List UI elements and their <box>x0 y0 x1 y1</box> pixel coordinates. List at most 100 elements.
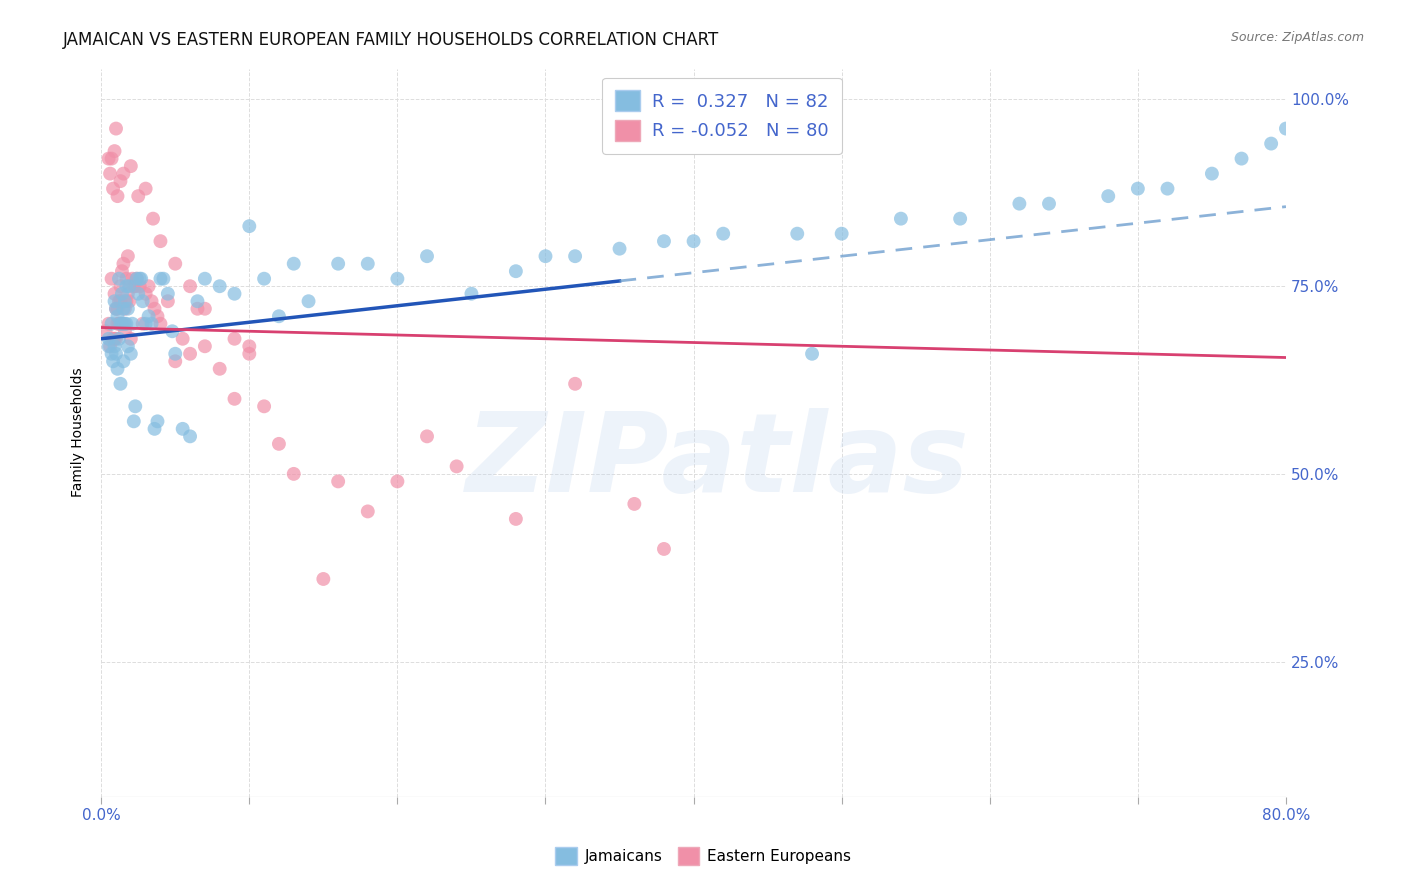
Point <box>97 152 120 166</box>
Point <box>156 286 179 301</box>
Point <box>179 429 201 443</box>
Point <box>97 339 120 353</box>
Point <box>118 294 141 309</box>
Point <box>446 459 468 474</box>
Point <box>108 317 131 331</box>
Text: Source: ZipAtlas.com: Source: ZipAtlas.com <box>1230 31 1364 45</box>
Point <box>100 271 122 285</box>
Point <box>623 497 645 511</box>
Point <box>1156 181 1178 195</box>
Point <box>110 376 132 391</box>
Point <box>128 279 150 293</box>
Point <box>135 286 157 301</box>
Point <box>564 249 586 263</box>
Point <box>146 310 169 324</box>
Point <box>125 271 148 285</box>
Point <box>224 286 246 301</box>
Point <box>117 339 139 353</box>
Point <box>142 211 165 226</box>
Point <box>101 181 124 195</box>
Point <box>108 294 131 309</box>
Point <box>117 301 139 316</box>
Point <box>149 317 172 331</box>
Point <box>1230 152 1253 166</box>
Point <box>110 174 132 188</box>
Point <box>609 242 631 256</box>
Point <box>105 121 128 136</box>
Point <box>208 361 231 376</box>
Point <box>156 294 179 309</box>
Point <box>114 294 136 309</box>
Point <box>101 332 124 346</box>
Point <box>238 347 260 361</box>
Point <box>143 422 166 436</box>
Y-axis label: Family Households: Family Households <box>72 368 86 498</box>
Text: JAMAICAN VS EASTERN EUROPEAN FAMILY HOUSEHOLDS CORRELATION CHART: JAMAICAN VS EASTERN EUROPEAN FAMILY HOUS… <box>63 31 720 49</box>
Point <box>97 317 120 331</box>
Point <box>652 541 675 556</box>
Point <box>682 234 704 248</box>
Point <box>127 286 149 301</box>
Point <box>283 257 305 271</box>
Point <box>131 294 153 309</box>
Point <box>100 347 122 361</box>
Point <box>162 324 184 338</box>
Point <box>112 317 135 331</box>
Point <box>101 354 124 368</box>
Point <box>117 249 139 263</box>
Point <box>652 234 675 248</box>
Point <box>105 332 128 346</box>
Point <box>149 271 172 285</box>
Point <box>98 339 121 353</box>
Point <box>107 301 129 316</box>
Point <box>1201 167 1223 181</box>
Point <box>98 167 121 181</box>
Point <box>267 310 290 324</box>
Point <box>121 271 143 285</box>
Point <box>110 317 132 331</box>
Point <box>194 339 217 353</box>
Point <box>146 414 169 428</box>
Point <box>124 400 146 414</box>
Point <box>110 294 132 309</box>
Point <box>1126 181 1149 195</box>
Point <box>253 271 276 285</box>
Point <box>115 271 138 285</box>
Point <box>949 211 972 226</box>
Point <box>117 286 139 301</box>
Point <box>505 264 527 278</box>
Point <box>100 152 122 166</box>
Point <box>122 279 145 293</box>
Point <box>118 279 141 293</box>
Point <box>105 301 128 316</box>
Point <box>114 301 136 316</box>
Point <box>138 279 160 293</box>
Point <box>97 332 120 346</box>
Point <box>112 354 135 368</box>
Point <box>165 354 187 368</box>
Point <box>328 257 350 271</box>
Point <box>1038 196 1060 211</box>
Point <box>128 271 150 285</box>
Point <box>186 294 208 309</box>
Point <box>194 271 217 285</box>
Point <box>115 279 138 293</box>
Point <box>172 332 194 346</box>
Point <box>786 227 808 241</box>
Point <box>135 181 157 195</box>
Point <box>179 347 201 361</box>
Point <box>111 264 134 278</box>
Point <box>1097 189 1119 203</box>
Point <box>224 392 246 406</box>
Point <box>312 572 335 586</box>
Point <box>107 361 129 376</box>
Point <box>460 286 482 301</box>
Point <box>103 286 125 301</box>
Point <box>120 159 142 173</box>
Point <box>416 249 439 263</box>
Point <box>711 227 734 241</box>
Point <box>115 317 138 331</box>
Point <box>238 219 260 234</box>
Point <box>111 317 134 331</box>
Point <box>138 310 160 324</box>
